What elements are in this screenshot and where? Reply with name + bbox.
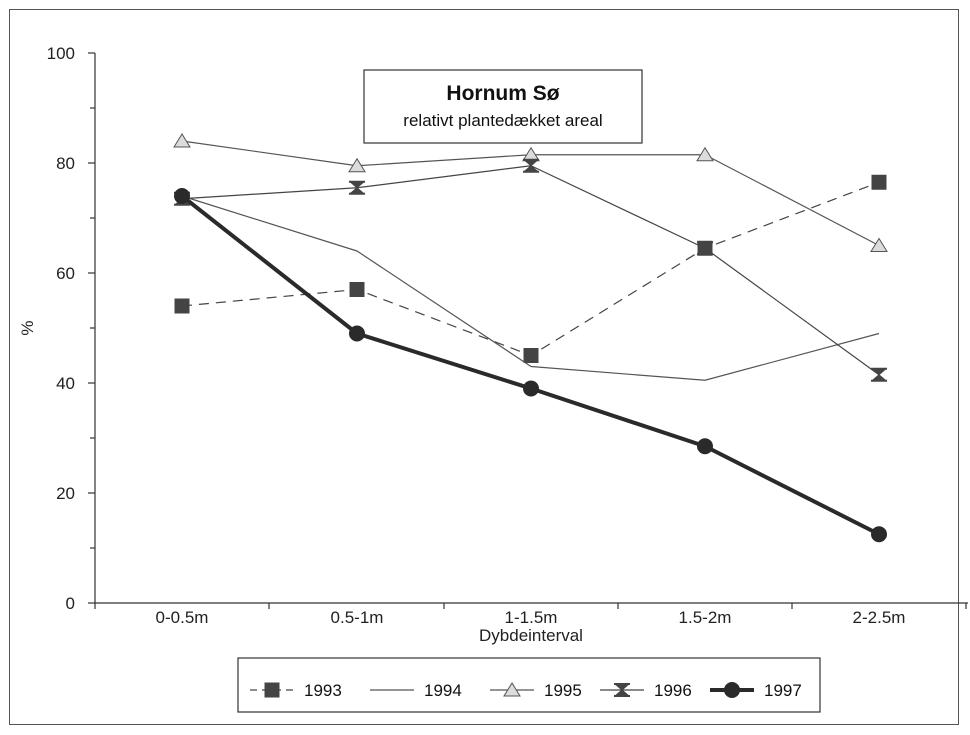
data-point-1997 — [349, 325, 365, 342]
series-1993 — [174, 174, 887, 363]
y-tick-label: 80 — [56, 154, 75, 173]
x-tick-label: 2-2.5m — [853, 608, 906, 627]
y-tick-label: 20 — [56, 484, 75, 503]
legend-item-1996: 1996 — [600, 681, 692, 700]
data-point-1997 — [697, 438, 713, 455]
data-point-1995 — [696, 146, 714, 162]
y-tick-label: 0 — [66, 594, 75, 613]
y-axis-title: % — [18, 320, 37, 335]
x-tick-label: 1.5-2m — [679, 608, 732, 627]
legend-marker — [503, 682, 521, 697]
legend-label: 1996 — [654, 681, 692, 700]
data-point-1996 — [696, 241, 714, 256]
x-tick-label: 0.5-1m — [331, 608, 384, 627]
data-point-1997 — [871, 526, 887, 543]
data-point-1996 — [522, 158, 540, 173]
legend: 1993 1994 1995 1996 1997 — [237, 657, 821, 713]
y-tick-label: 40 — [56, 374, 75, 393]
data-point-1996 — [348, 180, 366, 195]
legend-item-1993: 1993 — [250, 681, 342, 700]
legend-item-1995: 1995 — [490, 681, 582, 700]
legend-item-1997: 1997 — [710, 681, 802, 700]
series-1996 — [173, 158, 888, 382]
series-1994 — [181, 195, 880, 381]
data-point-1993 — [871, 174, 887, 190]
data-point-1993 — [523, 348, 539, 363]
data-point-1993 — [174, 298, 190, 314]
data-point-1997 — [523, 380, 539, 397]
y-tick-label: 100 — [47, 44, 75, 63]
legend-item-1994: 1994 — [370, 681, 462, 700]
series-line-1993 — [181, 181, 880, 357]
data-point-1997 — [174, 188, 190, 204]
data-point-1996 — [870, 367, 888, 382]
legend-label: 1994 — [424, 681, 462, 700]
series-line-1994 — [181, 195, 880, 381]
x-axis-title: Dybdeinterval — [479, 626, 583, 645]
series-line-1997 — [180, 194, 880, 537]
series-1997 — [174, 188, 887, 543]
legend-marker — [613, 683, 631, 697]
legend-marker — [264, 682, 280, 698]
data-point-1995 — [173, 133, 191, 148]
chart-subtitle: relativt plantedækket areal — [403, 111, 602, 130]
chart-title: Hornum Sø — [446, 82, 559, 105]
legend-label: 1993 — [304, 681, 342, 700]
legend-marker — [724, 682, 740, 698]
x-tick-label: 0-0.5m — [156, 608, 209, 627]
y-tick-label: 60 — [56, 264, 75, 283]
x-tick-label: 1-1.5m — [505, 608, 558, 627]
title-box: Hornum Sø relativt plantedækket areal — [363, 69, 643, 144]
legend-label: 1997 — [764, 681, 802, 700]
series-1995 — [173, 133, 888, 252]
data-point-1995 — [870, 237, 888, 252]
legend-label: 1995 — [544, 681, 582, 700]
series-line-1996 — [181, 165, 880, 376]
data-point-1993 — [349, 282, 365, 297]
data-point-1995 — [348, 157, 366, 173]
